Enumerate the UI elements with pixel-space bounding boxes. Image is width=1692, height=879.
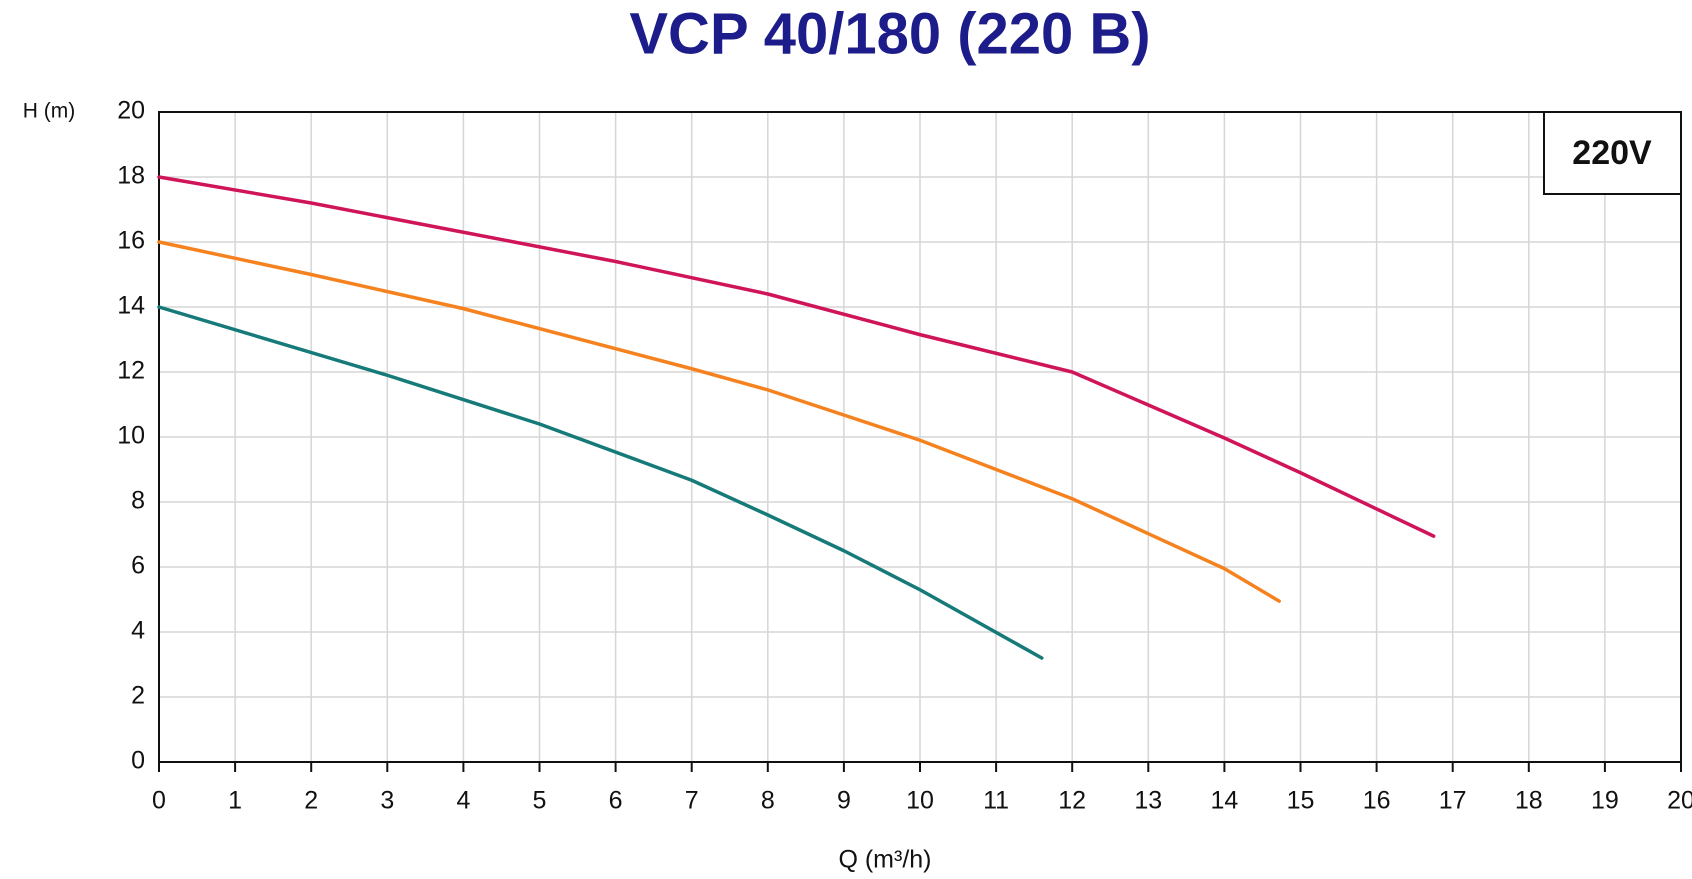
x-tick-label: 2	[304, 787, 318, 815]
x-tick-label: 14	[1210, 787, 1238, 815]
lines	[157, 175, 1436, 660]
x-tick-label: 0	[152, 787, 166, 815]
x-tick-label: 20	[1667, 787, 1692, 815]
x-tick-label: 9	[837, 787, 851, 815]
y-tick-label: 12	[117, 357, 145, 385]
x-tick-label: 10	[906, 787, 934, 815]
curve	[157, 240, 1281, 603]
x-tick-label: 8	[761, 787, 775, 815]
x-tick-label: 1	[228, 787, 242, 815]
y-tick-label: 16	[117, 227, 145, 255]
x-tick-label: 17	[1439, 787, 1467, 815]
chart-title: VCP 40/180 (220 B)	[629, 1, 1150, 66]
x-tick-label: 18	[1515, 787, 1543, 815]
x-tick-label: 13	[1134, 787, 1162, 815]
y-tick-label: 2	[131, 682, 145, 710]
y-tick-label: 4	[131, 617, 145, 645]
y-tick-label: 8	[131, 487, 145, 515]
x-tick-label: 19	[1591, 787, 1619, 815]
x-tick-label: 4	[456, 787, 470, 815]
y-tick-label: 6	[131, 552, 145, 580]
x-tick-label: 5	[533, 787, 547, 815]
annotation-box	[1543, 111, 1682, 195]
y-axis-label: H (m)	[23, 100, 75, 123]
y-tick-label: 18	[117, 162, 145, 190]
x-tick-label: 7	[685, 787, 699, 815]
annotation: 220V	[1572, 134, 1652, 172]
x-tick-label: 16	[1363, 787, 1391, 815]
grid	[158, 111, 1682, 763]
x-tick-label: 12	[1058, 787, 1086, 815]
y-tick-label: 20	[117, 97, 145, 125]
curve	[157, 305, 1044, 660]
curve	[157, 175, 1436, 538]
x-tick-label: 11	[983, 787, 1009, 815]
x-tick-label: 3	[380, 787, 394, 815]
x-axis-label: Q (m³/h)	[838, 846, 931, 874]
y-tick-label: 0	[131, 747, 145, 775]
y-tick-label: 10	[117, 422, 145, 450]
x-tick-label: 15	[1287, 787, 1315, 815]
x-tick-label: 6	[609, 787, 623, 815]
y-tick-label: 14	[117, 292, 145, 320]
